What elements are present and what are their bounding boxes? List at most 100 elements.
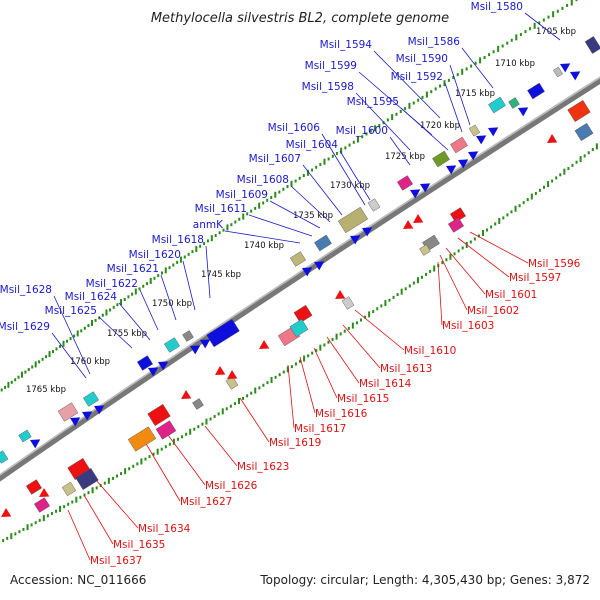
outer-tick <box>258 202 261 209</box>
gene-features <box>0 36 600 518</box>
reverse-gene-arrow <box>39 488 50 498</box>
reverse-leader-line <box>439 254 468 311</box>
reverse-gene-label: Msil_1619 <box>269 437 321 449</box>
forward-gene-label: Msil_1598 <box>302 81 354 93</box>
forward-gene-box <box>367 198 381 212</box>
inner-tick <box>555 176 558 180</box>
inner-tick <box>294 362 297 366</box>
reverse-gene-label: Msil_1602 <box>467 305 519 317</box>
reverse-gene-label: Msil_1634 <box>138 523 191 535</box>
kbp-tick-label: 1765 kbp <box>26 385 66 395</box>
inner-tick <box>34 521 37 525</box>
outer-tick <box>382 121 385 125</box>
outer-tick <box>575 0 578 2</box>
outer-tick <box>483 56 486 59</box>
reverse-gene-box <box>155 420 177 440</box>
outer-tick <box>218 231 221 235</box>
outer-tick <box>234 220 237 224</box>
kbp-tick-label: 1705 kbp <box>536 27 576 37</box>
reverse-gene-label: Msil_1610 <box>404 345 456 357</box>
outer-tick <box>176 260 179 264</box>
forward-leader-line <box>248 214 313 237</box>
outer-tick <box>434 87 437 91</box>
outer-tick <box>160 271 163 275</box>
inner-tick <box>408 284 411 288</box>
forward-gene-box <box>527 82 545 100</box>
forward-leader-line <box>139 289 159 331</box>
outer-tick <box>90 320 93 327</box>
inner-tick <box>327 340 330 344</box>
forward-gene-arrow <box>458 159 469 169</box>
forward-gene-arrow <box>94 405 105 415</box>
inner-tick <box>95 486 98 490</box>
inner-tick <box>172 438 175 445</box>
tick-tracks <box>0 0 600 545</box>
inner-tick <box>168 442 171 446</box>
outer-tick <box>395 112 398 116</box>
outer-tick <box>374 125 376 132</box>
reverse-leader-line <box>437 261 443 326</box>
inner-tick <box>538 188 541 192</box>
reverse-leader-line <box>239 397 270 443</box>
inner-tick <box>177 437 179 441</box>
inner-tick <box>246 394 249 398</box>
inner-tick <box>473 237 476 241</box>
outer-tick <box>20 371 23 378</box>
forward-gene-label: Msil_1592 <box>391 71 443 83</box>
outer-tick <box>547 15 550 19</box>
forward-leader-line <box>51 332 87 379</box>
reverse-gene-box <box>289 318 309 338</box>
inner-tick <box>258 386 261 390</box>
outer-tick <box>266 198 269 202</box>
inner-tick <box>315 348 318 352</box>
outer-tick <box>340 147 343 154</box>
inner-tick <box>30 523 33 527</box>
outer-tick <box>73 334 76 338</box>
outer-tick <box>38 360 41 364</box>
inner-tick <box>225 407 228 411</box>
reverse-gene-arrow <box>259 340 270 350</box>
inner-tick <box>319 344 322 351</box>
outer-tick <box>282 187 285 191</box>
inner-tick <box>262 383 265 387</box>
outer-tick <box>311 168 314 172</box>
forward-leader-line <box>461 47 494 89</box>
inner-tick <box>18 530 21 534</box>
reverse-gene-label: Msil_1613 <box>380 363 432 375</box>
forward-leader-line <box>98 316 133 349</box>
outer-tick <box>369 129 372 133</box>
outer-tick <box>479 57 482 64</box>
outer-tick <box>157 274 160 278</box>
inner-tick <box>384 300 387 307</box>
outer-tick <box>315 165 318 169</box>
forward-gene-label: Msil_1606 <box>268 122 321 134</box>
inner-tick <box>579 156 582 163</box>
outer-tick <box>262 201 265 205</box>
reverse-gene-box <box>75 468 99 490</box>
inner-tick <box>55 509 57 513</box>
outer-tick <box>556 9 559 13</box>
outer-tick <box>120 299 123 306</box>
reverse-gene-box <box>25 479 43 495</box>
inner-tick <box>412 281 415 285</box>
outer-tick <box>286 185 289 189</box>
inner-tick <box>6 536 9 540</box>
outer-tick <box>127 295 130 299</box>
forward-leader-line <box>53 295 91 375</box>
inner-tick <box>181 435 184 439</box>
outer-tick <box>270 196 273 199</box>
forward-gene-arrow <box>82 411 93 421</box>
inner-tick <box>307 354 310 358</box>
inner-tick <box>152 452 155 456</box>
outer-tick <box>506 41 509 45</box>
reverse-gene-label: Msil_1601 <box>485 289 537 301</box>
reverse-leader-line <box>326 336 360 384</box>
inner-tick <box>498 217 501 224</box>
inner-tick <box>339 332 342 336</box>
reverse-gene-box <box>447 217 465 233</box>
forward-gene-arrow <box>446 165 457 175</box>
outer-tick <box>34 361 37 368</box>
reverse-gene-arrow <box>547 134 558 144</box>
inner-tick <box>103 481 106 485</box>
forward-gene-arrow <box>410 189 421 199</box>
